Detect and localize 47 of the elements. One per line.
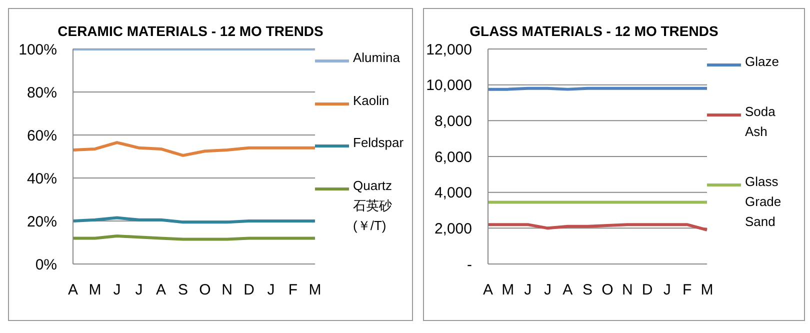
y-tick-label: 40% xyxy=(26,170,57,188)
chart-title: GLASS MATERIALS - 12 MO TRENDS xyxy=(468,23,720,39)
line-series xyxy=(72,141,316,157)
x-tick-label: N xyxy=(222,282,232,299)
legend-label: Quartz 石英砂 (￥/T) xyxy=(353,176,394,235)
y-tick-label: 20% xyxy=(26,213,57,230)
x-tick-label: A xyxy=(68,282,78,299)
x-tick-label: J xyxy=(113,282,121,299)
y-tick-label: 2,000 xyxy=(434,220,472,238)
x-tick-label: S xyxy=(178,282,188,299)
x-tick-label: J xyxy=(544,282,552,299)
x-tick-label: D xyxy=(642,282,653,299)
x-tick-label: M xyxy=(700,282,714,299)
y-tick-label: - xyxy=(467,256,472,274)
x-tick-label: A xyxy=(482,282,494,299)
legend-label: Alumina xyxy=(353,49,401,68)
x-tick-label: F xyxy=(288,282,298,299)
y-tick-label: 100% xyxy=(18,41,57,58)
x-tick-label: J xyxy=(524,282,532,299)
x-tick-label: J xyxy=(267,282,275,299)
y-tick-label: 4,000 xyxy=(434,184,472,202)
x-tick-label: F xyxy=(682,282,692,299)
y-tick-label: 80% xyxy=(26,84,57,102)
x-tick-label: A xyxy=(156,282,166,299)
y-tick-label: 6,000 xyxy=(434,148,472,166)
x-tick-label: J xyxy=(135,282,143,299)
legend-label: Glass Grade Sand xyxy=(745,173,782,231)
x-tick-label: M xyxy=(502,282,514,299)
y-tick-label: 60% xyxy=(26,127,57,144)
y-tick-label: 0% xyxy=(35,256,57,274)
x-tick-label: M xyxy=(308,282,322,299)
legend-label: Soda Ash xyxy=(745,103,776,141)
legend-label: Kaolin xyxy=(353,92,390,110)
x-tick-label: O xyxy=(199,282,211,299)
y-tick-label: 10,000 xyxy=(426,77,472,94)
x-tick-label: N xyxy=(622,282,633,299)
chart-title: CERAMIC MATERIALS - 12 MO TRENDS xyxy=(56,23,324,39)
x-tick-label: D xyxy=(244,282,255,299)
x-tick-label: M xyxy=(88,282,102,299)
legend-label: Feldspar xyxy=(353,134,404,152)
x-tick-label: S xyxy=(582,282,593,299)
y-tick-label: 12,000 xyxy=(426,41,472,58)
x-tick-label: J xyxy=(663,282,671,299)
y-tick-label: 8,000 xyxy=(434,112,472,130)
x-tick-label: O xyxy=(602,282,614,299)
x-tick-label: A xyxy=(562,282,573,299)
legend-label: Glaze xyxy=(745,53,780,71)
